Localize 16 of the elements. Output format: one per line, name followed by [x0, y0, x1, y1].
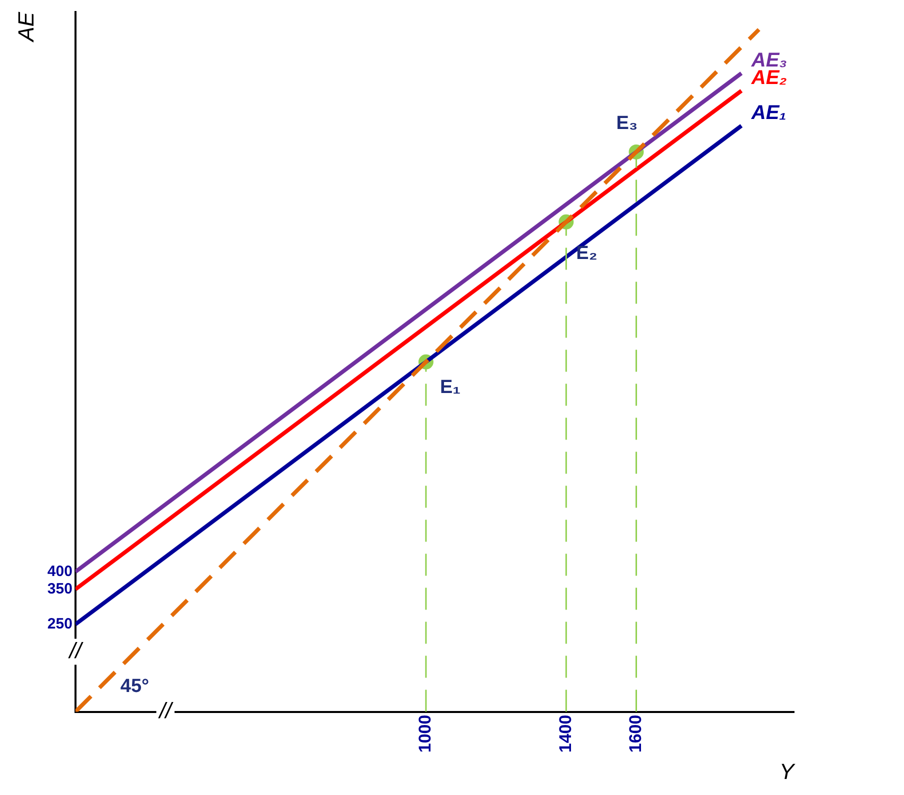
- annotation: E₃: [616, 113, 638, 134]
- x-tick-label: 1400: [556, 714, 575, 753]
- series-label: AE₂: [750, 67, 788, 90]
- series-label: AE₁: [750, 102, 786, 124]
- annotation: //: [157, 698, 174, 723]
- annotation: E₁: [440, 377, 461, 398]
- x-axis-title: Y: [779, 758, 796, 784]
- annotation: //: [67, 638, 84, 663]
- x-tick-label: 1600: [626, 714, 645, 753]
- x-tick-label: 1000: [416, 714, 435, 753]
- y-tick-label: 400: [47, 562, 72, 580]
- y-tick-label: 350: [47, 580, 72, 598]
- annotation: E₂: [576, 243, 598, 264]
- y-axis-title: AE: [13, 12, 38, 44]
- y-tick-label: 250: [47, 615, 72, 632]
- annotation: 45°: [120, 676, 150, 698]
